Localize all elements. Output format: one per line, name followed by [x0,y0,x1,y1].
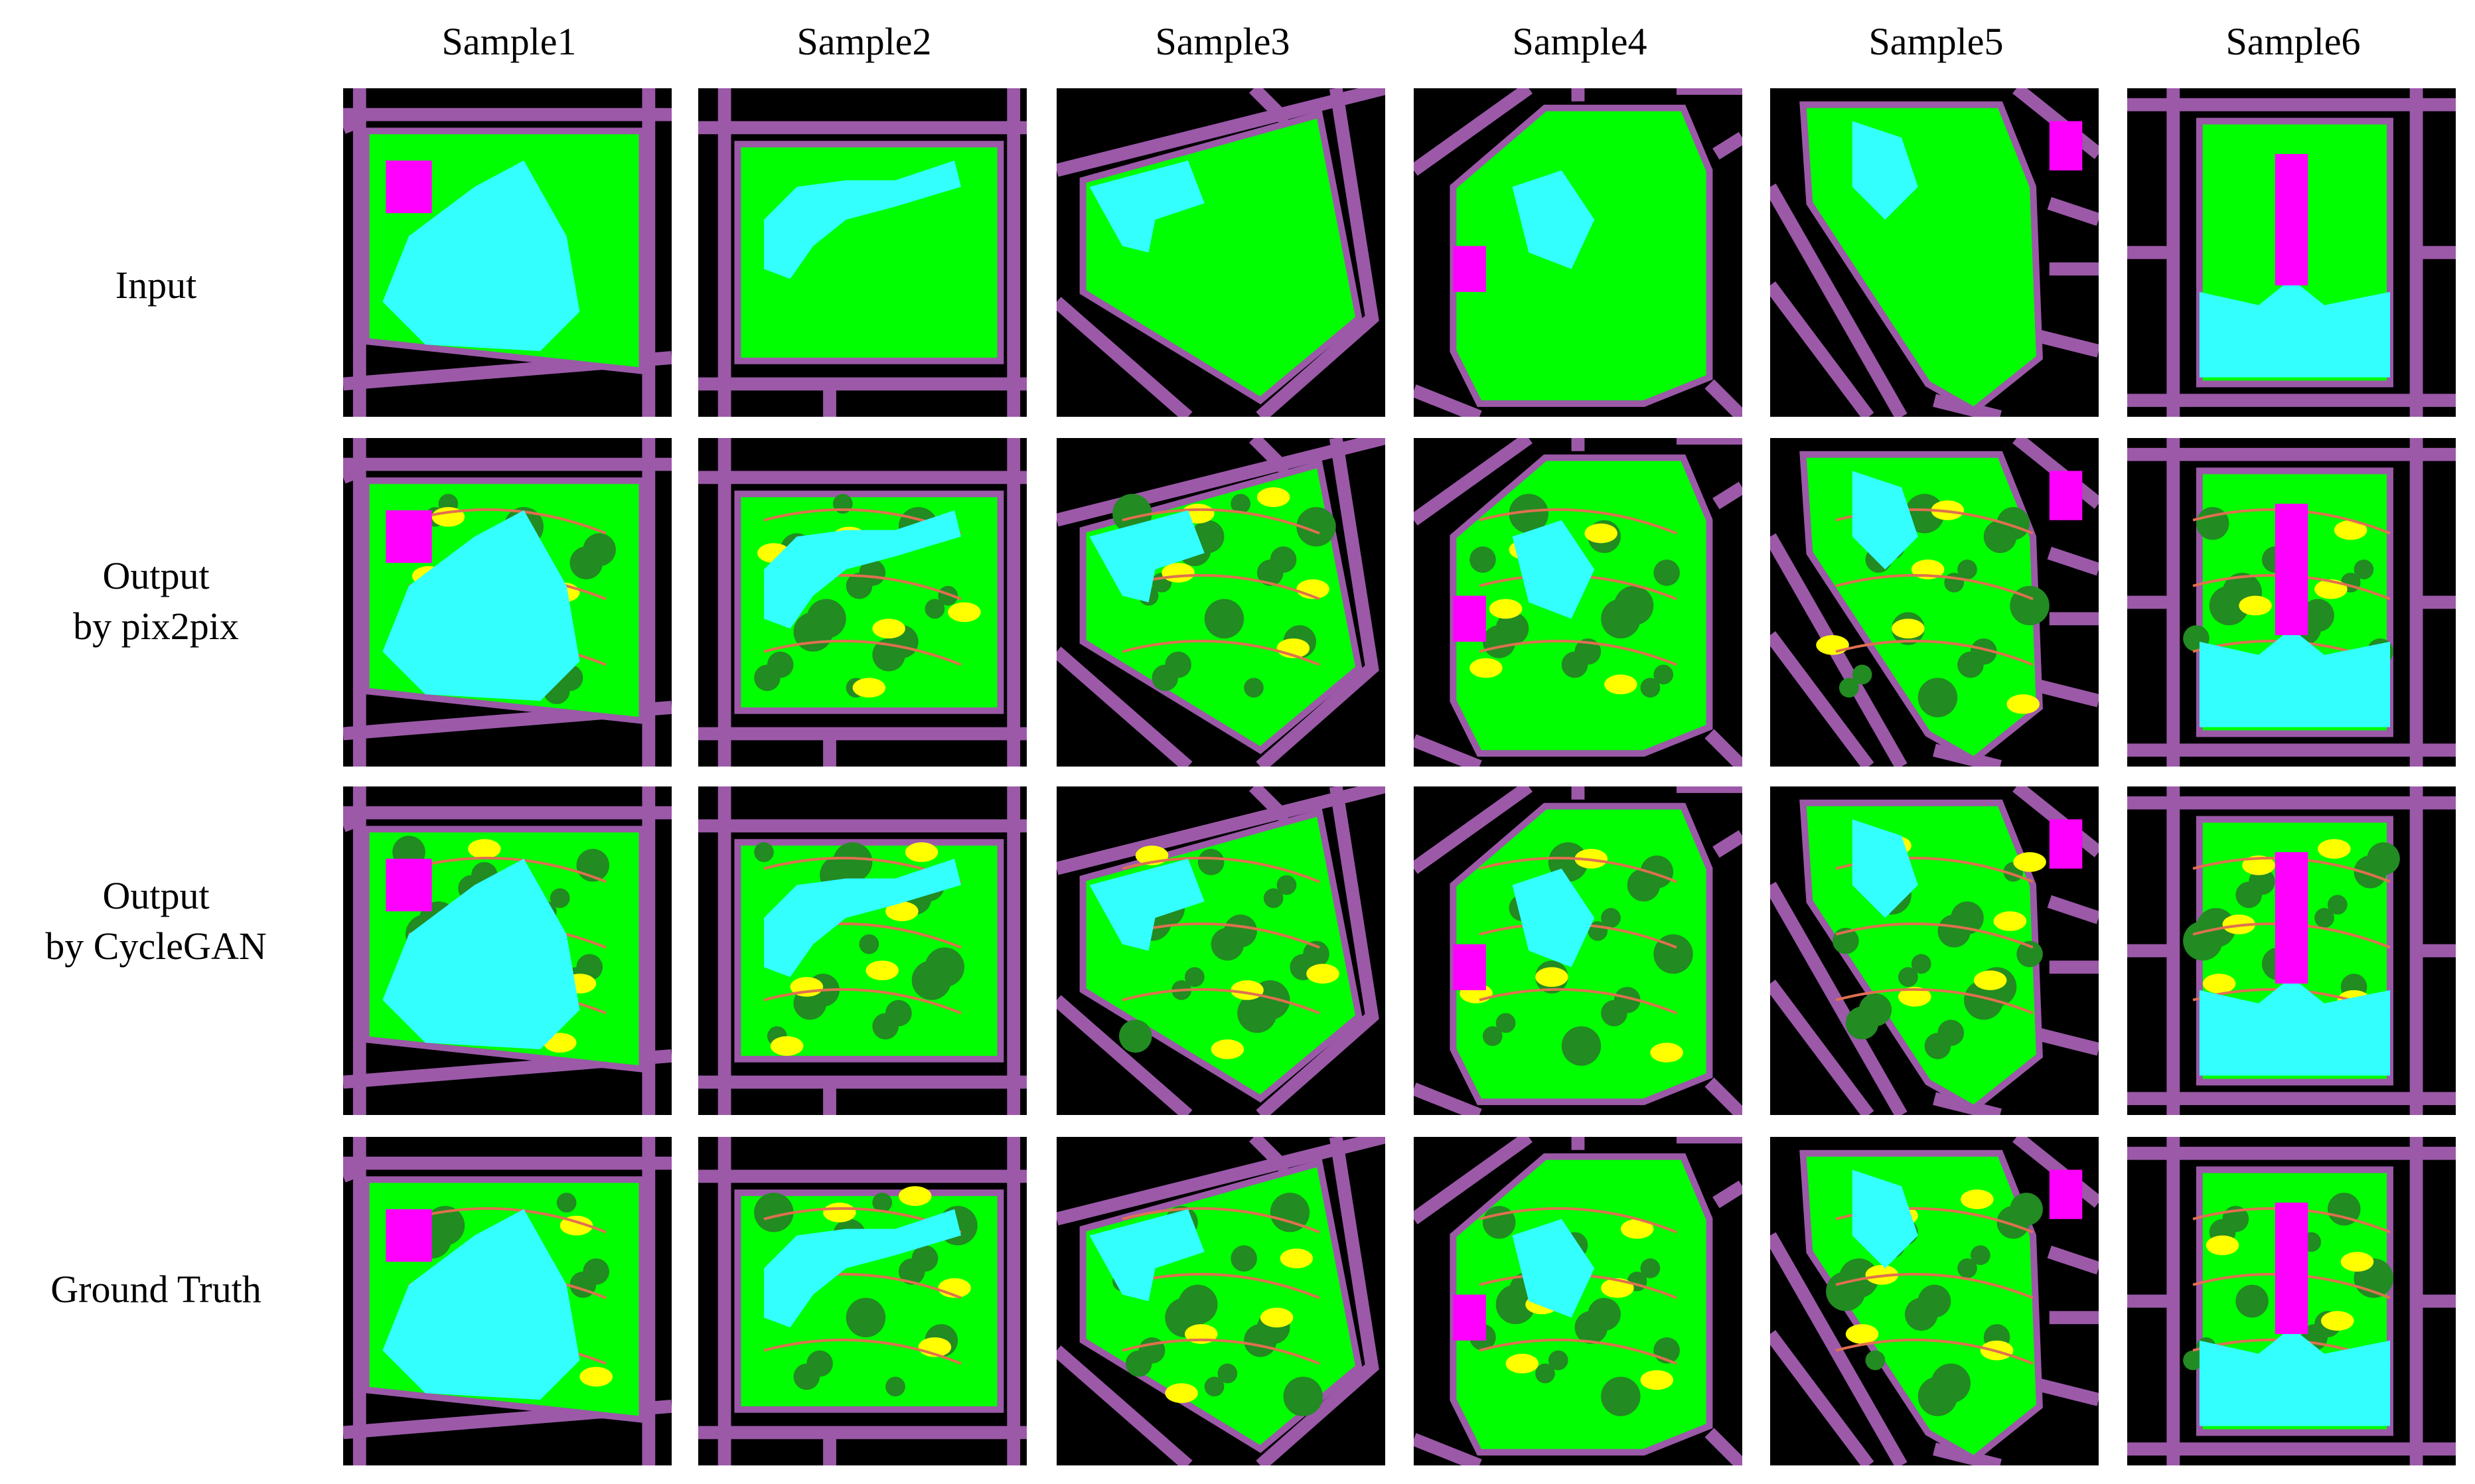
row-label-pix2pix: Output by pix2pix [73,554,239,648]
plan-tile-input-sample1 [343,88,672,417]
plan-tile-cyclegan-sample5 [1770,786,2099,1115]
column-header-sample2: Sample2 [796,20,932,63]
plan-tile-input-sample6 [2127,88,2456,417]
plan-image [1770,786,2099,1115]
plan-tile-ground-truth-sample6 [2127,1137,2456,1465]
plan-image [343,88,672,417]
plan-image [2127,786,2456,1115]
plan-image [1057,786,1385,1115]
plan-image [1414,88,1742,417]
plan-image [698,88,1027,417]
plan-image [1057,438,1385,767]
plan-tile-pix2pix-sample6 [2127,438,2456,767]
plan-image [1057,88,1385,417]
plan-tile-ground-truth-sample2 [698,1137,1027,1465]
plan-tile-cyclegan-sample3 [1057,786,1385,1115]
plan-tile-pix2pix-sample4 [1414,438,1742,767]
column-header-sample5: Sample5 [1868,20,2004,63]
plan-tile-cyclegan-sample4 [1414,786,1742,1115]
column-header-sample6: Sample6 [2225,20,2361,63]
row-label-cyclegan: Output by CycleGAN [45,874,267,968]
plan-image [1414,1137,1742,1465]
plan-image [1057,1137,1385,1465]
plan-image [1770,438,2099,767]
row-label-input: Input [115,263,197,307]
plan-tile-input-sample3 [1057,88,1385,417]
plan-tile-pix2pix-sample3 [1057,438,1385,767]
plan-tile-pix2pix-sample2 [698,438,1027,767]
plan-tile-ground-truth-sample3 [1057,1137,1385,1465]
plan-image [343,1137,672,1465]
plan-tile-input-sample5 [1770,88,2099,417]
plan-image [698,1137,1027,1465]
plan-tile-input-sample2 [698,88,1027,417]
plan-image [343,786,672,1115]
plan-tile-ground-truth-sample4 [1414,1137,1742,1465]
row-label-ground-truth: Ground Truth [50,1268,262,1311]
plan-tile-cyclegan-sample1 [343,786,672,1115]
plan-image [1770,1137,2099,1465]
column-header-sample1: Sample1 [441,20,577,63]
plan-image [698,786,1027,1115]
plan-tile-ground-truth-sample5 [1770,1137,2099,1465]
plan-tile-cyclegan-sample6 [2127,786,2456,1115]
plan-tile-cyclegan-sample2 [698,786,1027,1115]
column-header-sample4: Sample4 [1512,20,1647,63]
plan-image [2127,88,2456,417]
plan-image [1414,438,1742,767]
plan-tile-ground-truth-sample1 [343,1137,672,1465]
plan-tile-input-sample4 [1414,88,1742,417]
plan-image [698,438,1027,767]
plan-tile-pix2pix-sample5 [1770,438,2099,767]
column-header-sample3: Sample3 [1155,20,1290,63]
plan-image [2127,1137,2456,1465]
plan-image [1770,88,2099,417]
plan-tile-pix2pix-sample1 [343,438,672,767]
plan-image [343,438,672,767]
plan-image [1414,786,1742,1115]
plan-image [2127,438,2456,767]
